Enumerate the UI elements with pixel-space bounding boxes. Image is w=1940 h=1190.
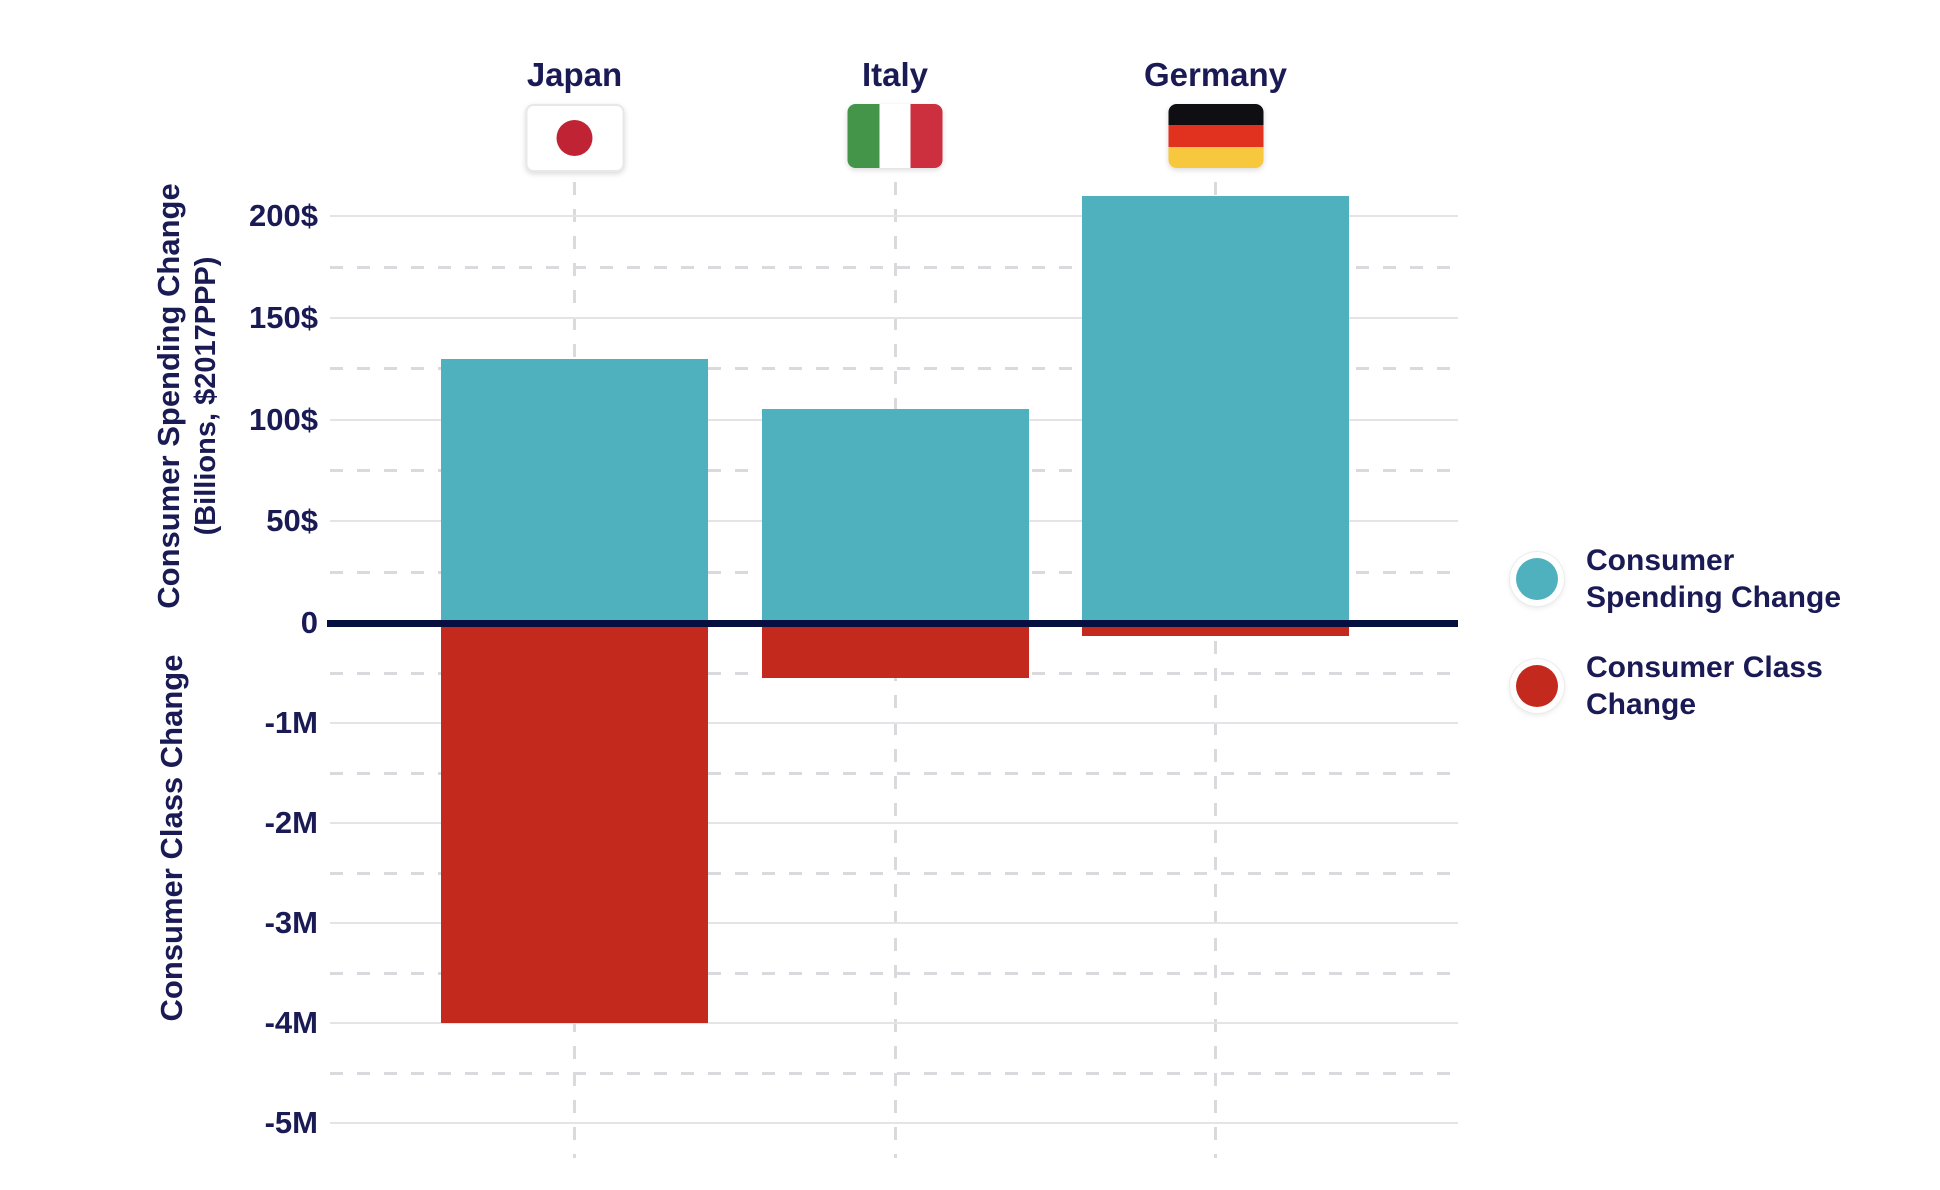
flag-stripe	[1168, 104, 1263, 126]
flag-stripe	[847, 104, 880, 168]
minor-gridline--1.5	[330, 771, 1458, 775]
gridline--5M	[330, 1122, 1458, 1124]
gridline-200$	[330, 215, 1458, 218]
minor-gridline-125	[330, 367, 1458, 371]
class-bar-italy	[761, 623, 1029, 678]
spending-legend-circle-icon	[1510, 552, 1564, 606]
legend: Consumer Spending Change Consumer Class …	[1510, 542, 1841, 723]
class-legend-circle-icon	[1510, 659, 1564, 713]
minor-gridline--2.5	[330, 871, 1458, 875]
japan-flag-icon	[525, 104, 624, 172]
tick-label--2M: -2M	[264, 805, 318, 840]
tick-label-150$: 150$	[249, 299, 318, 335]
zero-baseline	[327, 619, 1458, 627]
tick-label-200$: 200$	[249, 198, 318, 234]
legend-label-line: Consumer Class	[1586, 651, 1823, 684]
flag-stripe	[879, 104, 911, 168]
tick-label-100$: 100$	[249, 401, 318, 437]
tick-label--4M: -4M	[264, 1005, 318, 1040]
spending-bar-japan	[441, 358, 708, 623]
spending-bar-germany	[1082, 195, 1349, 623]
class-bar-japan	[441, 623, 708, 1023]
tick-label--1M: -1M	[264, 705, 318, 740]
flag-stripe	[1168, 146, 1263, 168]
minor-gridline--4.5	[330, 1071, 1458, 1075]
tick-label-0: 0	[300, 605, 318, 640]
gridline--4M	[330, 1022, 1458, 1024]
tick-label--5M: -5M	[264, 1105, 318, 1140]
legend-label-line: Consumer	[1586, 544, 1735, 577]
flag-stripe	[1168, 125, 1263, 147]
gridline--3M	[330, 922, 1458, 924]
legend-label-line: Change	[1586, 688, 1697, 721]
tick-label--3M: -3M	[264, 905, 318, 940]
legend-item-consumer-class-change[interactable]: Consumer Class Change	[1510, 649, 1841, 723]
legend-label-line: Spending Change	[1586, 581, 1841, 614]
country-title-japan: Japan	[526, 56, 623, 93]
teal-dot-icon	[1516, 558, 1558, 600]
italy-flag-icon	[847, 104, 943, 168]
gridline--1M	[330, 722, 1458, 724]
legend-label-class: Consumer Class Change	[1586, 649, 1823, 723]
spending-bar-italy	[761, 409, 1029, 623]
red-dot-icon	[1516, 665, 1558, 707]
flag-stripe	[910, 104, 943, 168]
germany-flag-icon	[1168, 104, 1263, 168]
japan-flag-red-disc	[556, 120, 593, 156]
legend-item-consumer-spending-change[interactable]: Consumer Spending Change	[1510, 542, 1841, 616]
y-axis-label-spending-units: (Billions, $2017PPP)	[190, 256, 222, 536]
column-guide-germany	[1214, 182, 1217, 1158]
minor-gridline--3.5	[330, 971, 1458, 975]
minor-gridline-175	[330, 265, 1458, 269]
y-axis-label-spending-title: Consumer Spending Change	[151, 183, 186, 609]
country-title-germany: Germany	[1143, 56, 1288, 93]
y-axis-label-spending: Consumer Spending Change (Billions, $201…	[150, 183, 224, 608]
gridline--2M	[330, 822, 1458, 824]
gridline-150$	[330, 316, 1458, 319]
country-title-italy: Italy	[861, 56, 929, 93]
tick-label-50$: 50$	[266, 503, 318, 539]
legend-label-spending: Consumer Spending Change	[1586, 542, 1841, 616]
